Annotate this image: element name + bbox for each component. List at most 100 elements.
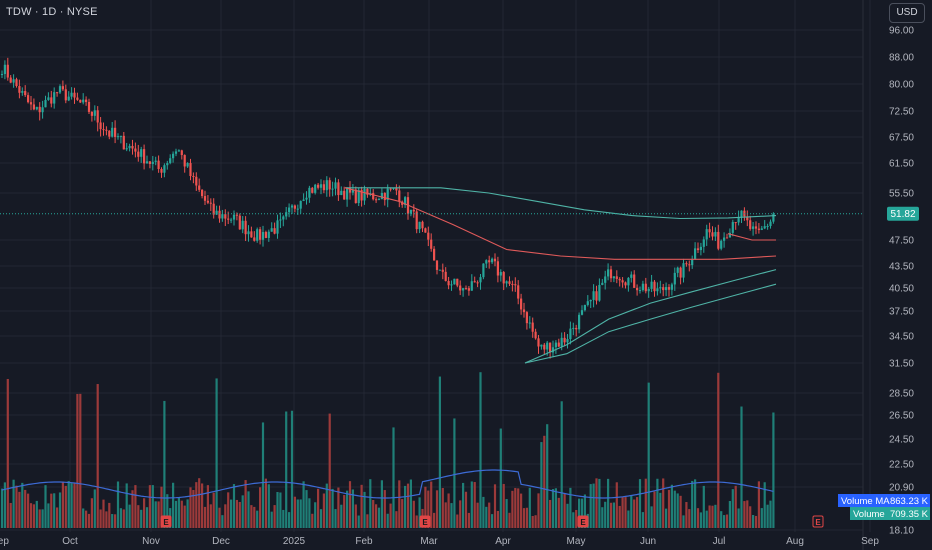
- volume-bar: [546, 424, 549, 528]
- candle-body: [143, 149, 146, 164]
- candle-body: [580, 310, 584, 315]
- volume-bar: [53, 493, 56, 528]
- candle-body: [583, 304, 586, 311]
- moving-average-line: [345, 187, 777, 220]
- volume-bar: [195, 482, 198, 528]
- candle-body: [238, 215, 241, 230]
- candle-body: [38, 106, 41, 113]
- volume-bar: [105, 511, 108, 528]
- candle-body: [82, 99, 85, 103]
- y-tick-label: 55.50: [889, 189, 914, 200]
- volume-bar: [636, 497, 639, 528]
- volume-bar: [24, 489, 27, 528]
- volume-bar: [0, 488, 4, 528]
- volume-bar: [203, 506, 207, 528]
- volume-bar: [412, 500, 415, 528]
- volume-bar: [580, 498, 584, 528]
- candle-body: [44, 99, 47, 108]
- candle-body: [731, 222, 734, 233]
- volume-bar: [459, 500, 462, 528]
- volume-bar: [531, 515, 534, 528]
- volume-bar: [569, 487, 572, 528]
- currency-button[interactable]: USD: [889, 3, 925, 23]
- volume-bar: [447, 493, 450, 528]
- volume-bar: [111, 514, 114, 528]
- candle-body: [85, 99, 88, 102]
- candle-body: [453, 278, 456, 285]
- candle-body: [79, 99, 82, 103]
- candle-body: [70, 92, 73, 97]
- candle-body: [682, 263, 685, 278]
- volume-bar: [122, 509, 125, 528]
- volume-bar: [209, 504, 212, 528]
- candle-body: [360, 189, 363, 201]
- volume-bar: [73, 483, 76, 528]
- volume-ma-label: Volume MA: [841, 496, 890, 507]
- candle-body: [180, 150, 183, 156]
- volume-bar: [743, 501, 746, 528]
- volume-bar: [398, 480, 401, 528]
- volume-bar: [383, 490, 386, 528]
- volume-bar: [114, 514, 117, 528]
- candle-body: [383, 192, 386, 201]
- candle-body: [488, 260, 491, 263]
- volume-bar: [311, 513, 314, 528]
- candle-body: [337, 182, 340, 196]
- candle-body: [752, 226, 755, 229]
- candle-body: [348, 187, 352, 193]
- volume-bar: [386, 513, 389, 528]
- candle-body: [285, 212, 288, 217]
- volume-bar: [363, 491, 366, 528]
- volume-bar: [427, 490, 430, 528]
- volume-bar: [270, 511, 273, 528]
- volume-bar: [192, 489, 195, 528]
- volume-bar: [261, 422, 265, 528]
- candle-body: [392, 187, 395, 189]
- candle-body: [18, 86, 21, 93]
- candle-body: [609, 269, 613, 279]
- candle-body: [331, 188, 334, 190]
- candle-body: [433, 248, 436, 261]
- candle-body: [314, 184, 317, 193]
- candle-body: [140, 149, 143, 157]
- candle-body: [24, 91, 27, 96]
- volume-bar: [148, 485, 151, 528]
- candle-body: [317, 184, 320, 188]
- volume-bar: [282, 509, 285, 528]
- volume-bar: [348, 481, 352, 528]
- volume-bar: [554, 488, 557, 528]
- y-tick-label: 18.10: [889, 526, 914, 537]
- candle-body: [56, 92, 59, 94]
- candle-body: [131, 145, 134, 149]
- volume-bar: [566, 503, 569, 528]
- earnings-marker-glyph: E: [815, 518, 821, 527]
- x-tick-label: 2025: [283, 536, 306, 547]
- volume-bar: [409, 479, 412, 528]
- candle-body: [447, 280, 450, 286]
- volume-bar: [522, 508, 526, 528]
- candle-body: [592, 291, 595, 300]
- candle-body: [734, 222, 737, 224]
- candle-body: [157, 160, 160, 169]
- candle-body: [464, 288, 468, 290]
- volume-bar: [557, 497, 560, 528]
- volume-bar: [725, 514, 729, 528]
- candle-body: [496, 261, 499, 276]
- volume-bar: [305, 490, 308, 528]
- volume-bar: [369, 479, 372, 528]
- volume-bar: [328, 413, 331, 528]
- volume-bar: [238, 501, 241, 528]
- candle-body: [302, 199, 305, 201]
- volume-bar: [340, 504, 343, 528]
- candle-body: [334, 182, 337, 189]
- candle-body: [522, 309, 526, 313]
- candle-body: [670, 284, 673, 290]
- volume-bar: [395, 511, 398, 528]
- candle-body: [569, 328, 572, 340]
- volume-bar: [276, 492, 279, 528]
- volume-bar: [601, 507, 604, 528]
- candle-body: [160, 168, 163, 173]
- symbol-header[interactable]: TDW · 1D · NYSE: [6, 6, 98, 18]
- candle-body: [259, 229, 262, 240]
